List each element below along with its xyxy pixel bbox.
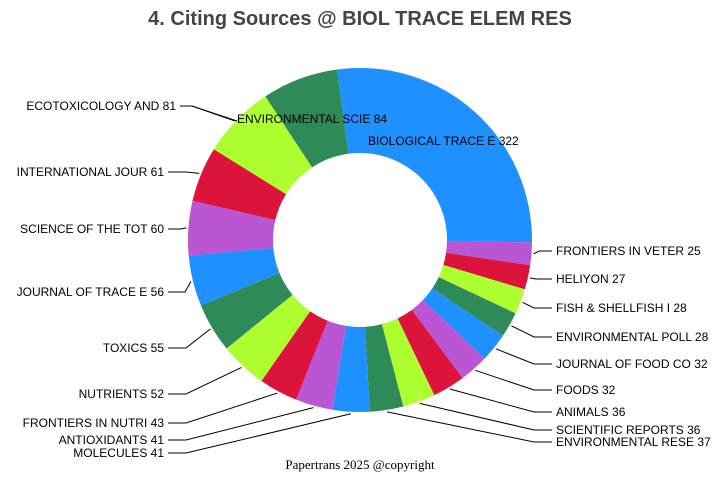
- slice-frontiers-in-veter: [446, 241, 532, 266]
- slice-heliyon: [443, 252, 531, 290]
- leader-line: [168, 366, 242, 395]
- slice-molecules: [332, 325, 370, 412]
- slice-label: ANIMALS 36: [556, 405, 626, 419]
- slice-label: SCIENCE OF THE TOT 60: [20, 222, 164, 236]
- slice-fish-shellfish-i: [438, 264, 525, 314]
- slice-label: SCIENTIFIC REPORTS 36: [556, 423, 701, 437]
- slice-ecotoxicology-and: [213, 96, 313, 195]
- slice-label: FOODS 32: [556, 383, 616, 397]
- leader-line: [529, 277, 552, 280]
- leader-line: [495, 348, 552, 365]
- slice-environmental-poll: [432, 277, 516, 336]
- slice-label: ECOTOXICOLOGY AND 81: [26, 99, 176, 113]
- slice-label: JOURNAL OF TRACE E 56: [17, 285, 165, 299]
- slice-biological-trace-e: [336, 68, 532, 243]
- leader-line: [449, 388, 552, 413]
- leader-line: [386, 411, 552, 443]
- leader-line: [168, 171, 200, 174]
- slice-antioxidants: [296, 320, 346, 410]
- leader-line: [511, 325, 552, 338]
- leader-line: [168, 227, 187, 230]
- slice-frontiers-in-nutri: [261, 311, 328, 400]
- slice-label: TOXICS 55: [103, 341, 164, 355]
- slice-international-jour: [192, 149, 287, 221]
- slice-label: FISH & SHELLFISH I 28: [556, 301, 687, 315]
- leader-line: [419, 402, 552, 431]
- slice-toxics: [200, 273, 293, 349]
- slice-label: MOLECULES 41: [73, 446, 164, 460]
- leader-line: [180, 105, 236, 122]
- leader-line: [533, 250, 552, 255]
- slice-label: NUTRIENTS 52: [79, 387, 165, 401]
- slice-label: ENVIRONMENTAL RESE 37: [556, 435, 711, 449]
- leader-line: [522, 301, 552, 309]
- chart-title: 4. Citing Sources @ BIOL TRACE ELEM RES: [148, 8, 572, 30]
- slice-label: JOURNAL OF FOOD CO 32: [556, 357, 708, 371]
- slice-label: ANTIOXIDANTS 41: [59, 433, 165, 447]
- slice-label: FRONTIERS IN NUTRI 43: [23, 416, 165, 430]
- leader-line: [168, 407, 314, 441]
- slice-label: HELIYON 27: [556, 272, 626, 286]
- leader-line: [168, 281, 192, 293]
- slice-scientific-reports: [381, 318, 435, 407]
- leader-line: [475, 369, 552, 391]
- slice-journal-of-food-co: [422, 288, 503, 359]
- slice-science-of-the-tot: [188, 200, 276, 256]
- slice-animals: [397, 309, 463, 396]
- slice-foods: [411, 300, 485, 379]
- copyright-footer: Papertrans 2025 @copyright: [285, 457, 435, 472]
- leader-line: [168, 328, 211, 349]
- slice-nutrients: [226, 294, 311, 381]
- leader-line: [180, 105, 238, 122]
- leader-line: [168, 392, 278, 424]
- slice-journal-of-trace-e: [188, 247, 280, 306]
- slice-label: BIOLOGICAL TRACE E 322: [368, 134, 519, 148]
- slice-label: ENVIRONMENTAL POLL 28: [556, 330, 709, 344]
- slice-environmental-scie: [265, 69, 349, 168]
- slice-label: FRONTIERS IN VETER 25: [556, 244, 701, 258]
- slice-label: ENVIRONMENTAL SCIE 84: [237, 112, 387, 126]
- slice-environmental-rese: [364, 324, 404, 412]
- leader-line: [168, 413, 351, 454]
- slice-label: INTERNATIONAL JOUR 61: [17, 165, 165, 179]
